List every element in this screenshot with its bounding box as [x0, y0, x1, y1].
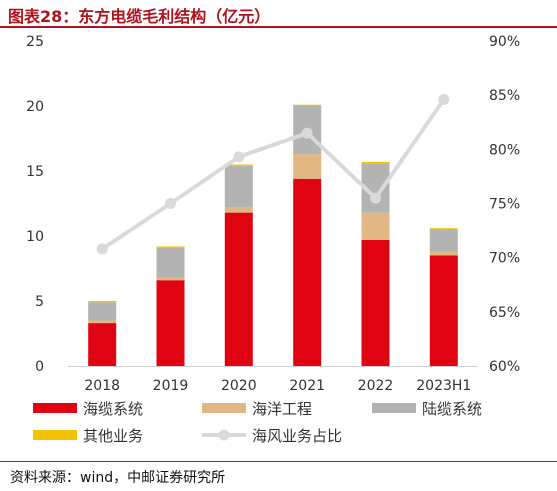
bar-land-system-2019	[156, 247, 185, 278]
ocean-share-point-2023H1	[438, 94, 450, 105]
y2-tick-label: 60%	[489, 359, 520, 375]
bar-ocean-system-2022	[361, 239, 390, 366]
legend-swatch	[202, 403, 246, 413]
chart-title: 图表28：东方电缆毛利结构（亿元）	[8, 7, 271, 26]
axes-layer: 2018 2019 2020 2021 2022 2023H1 0 5 10 15 20 25 60% 6…	[26, 34, 520, 394]
legend-swatch	[372, 403, 416, 413]
bar-ocean-system-2021	[293, 178, 322, 366]
y2-tick-label: 80%	[489, 142, 520, 158]
bar-other-business-2022	[361, 161, 390, 164]
bar-ocean-system-2023H1	[429, 255, 458, 366]
source-note: 资料来源：wind，中邮证券研究所	[10, 470, 226, 486]
source-rule	[0, 461, 557, 462]
bar-other-business-2021	[293, 104, 322, 106]
legend-item: 海洋工程	[202, 400, 312, 418]
ocean-share-line	[101, 98, 446, 251]
legend-marker-swatch	[218, 429, 230, 441]
y2-tick-label: 70%	[489, 251, 520, 267]
legend-swatch	[33, 430, 77, 440]
legend-swatch	[33, 403, 77, 413]
title-rule	[0, 26, 557, 28]
bar-ocean-system-2020	[224, 212, 253, 366]
y-tick-label: 20	[26, 99, 44, 115]
x-tick-label: 2020	[221, 378, 257, 394]
bar-land-system-2018	[88, 302, 117, 321]
x-tick-label: 2018	[84, 378, 120, 394]
x-tick-label: 2022	[358, 378, 394, 394]
bar-ocean-system-2018	[88, 323, 117, 366]
y-tick-label: 15	[26, 164, 44, 180]
bar-ocean-engineering-2021	[293, 154, 322, 179]
bars-layer	[88, 104, 458, 366]
y-tick-label: 25	[26, 34, 44, 50]
bar-ocean-system-2019	[156, 280, 185, 366]
legend-label: 海风业务占比	[252, 427, 342, 445]
bar-ocean-engineering-2018	[88, 320, 117, 324]
bar-land-system-2023H1	[429, 229, 458, 252]
y-tick-label: 0	[35, 359, 44, 375]
x-tick-label: 2019	[153, 378, 189, 394]
legend-label: 海缆系统	[83, 400, 143, 418]
legend-label: 陆缆系统	[422, 400, 482, 418]
bar-ocean-engineering-2023H1	[429, 251, 458, 256]
bar-other-business-2023H1	[429, 228, 458, 230]
line-layer	[96, 94, 450, 255]
legend-item: 海风业务占比	[202, 427, 342, 445]
bar-other-business-2018	[88, 301, 117, 303]
bar-ocean-engineering-2022	[361, 212, 390, 240]
bar-other-business-2019	[156, 246, 185, 248]
y2-tick-label: 65%	[489, 305, 520, 321]
legend-item: 陆缆系统	[372, 400, 482, 418]
ocean-share-point-2022	[370, 192, 381, 204]
ocean-share-point-2018	[96, 243, 108, 255]
x-tick-label: 2023H1	[416, 378, 471, 394]
legend-item: 其他业务	[33, 427, 143, 445]
y2-tick-label: 75%	[489, 197, 520, 213]
ocean-share-point-2021	[301, 127, 313, 139]
y2-tick-label: 85%	[489, 88, 520, 104]
ocean-share-point-2019	[165, 198, 176, 209]
legend-label: 其他业务	[83, 427, 143, 445]
y-tick-label: 5	[35, 294, 44, 310]
y2-tick-label: 90%	[489, 34, 520, 50]
legend-label: 海洋工程	[252, 400, 312, 418]
y-tick-label: 10	[26, 229, 44, 245]
bar-land-system-2020	[224, 165, 253, 208]
x-tick-label: 2021	[289, 378, 325, 394]
bar-other-business-2020	[224, 164, 253, 166]
bar-ocean-engineering-2020	[224, 207, 253, 213]
bar-ocean-engineering-2019	[156, 277, 185, 281]
legend-item: 海缆系统	[33, 400, 143, 418]
ocean-share-point-2020	[233, 151, 245, 163]
